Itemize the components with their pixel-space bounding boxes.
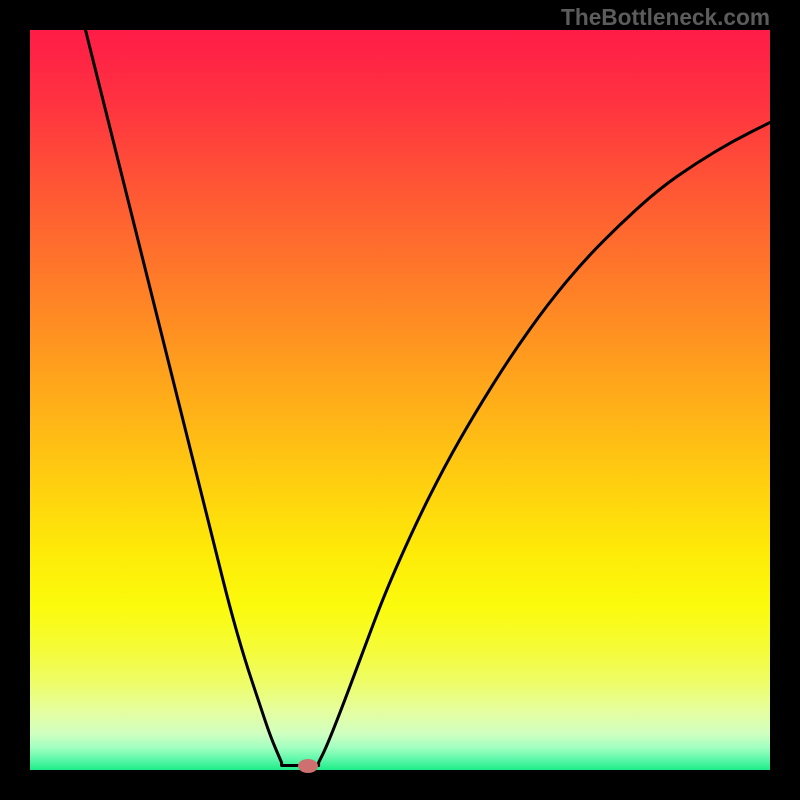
chart-frame: TheBottleneck.com [0,0,800,800]
frame-border-left [0,0,30,800]
frame-border-right [770,0,800,800]
frame-border-bottom [0,770,800,800]
bottleneck-curve [30,30,770,770]
plot-area [30,30,770,770]
watermark-text: TheBottleneck.com [561,4,770,31]
minimum-marker [298,759,318,773]
